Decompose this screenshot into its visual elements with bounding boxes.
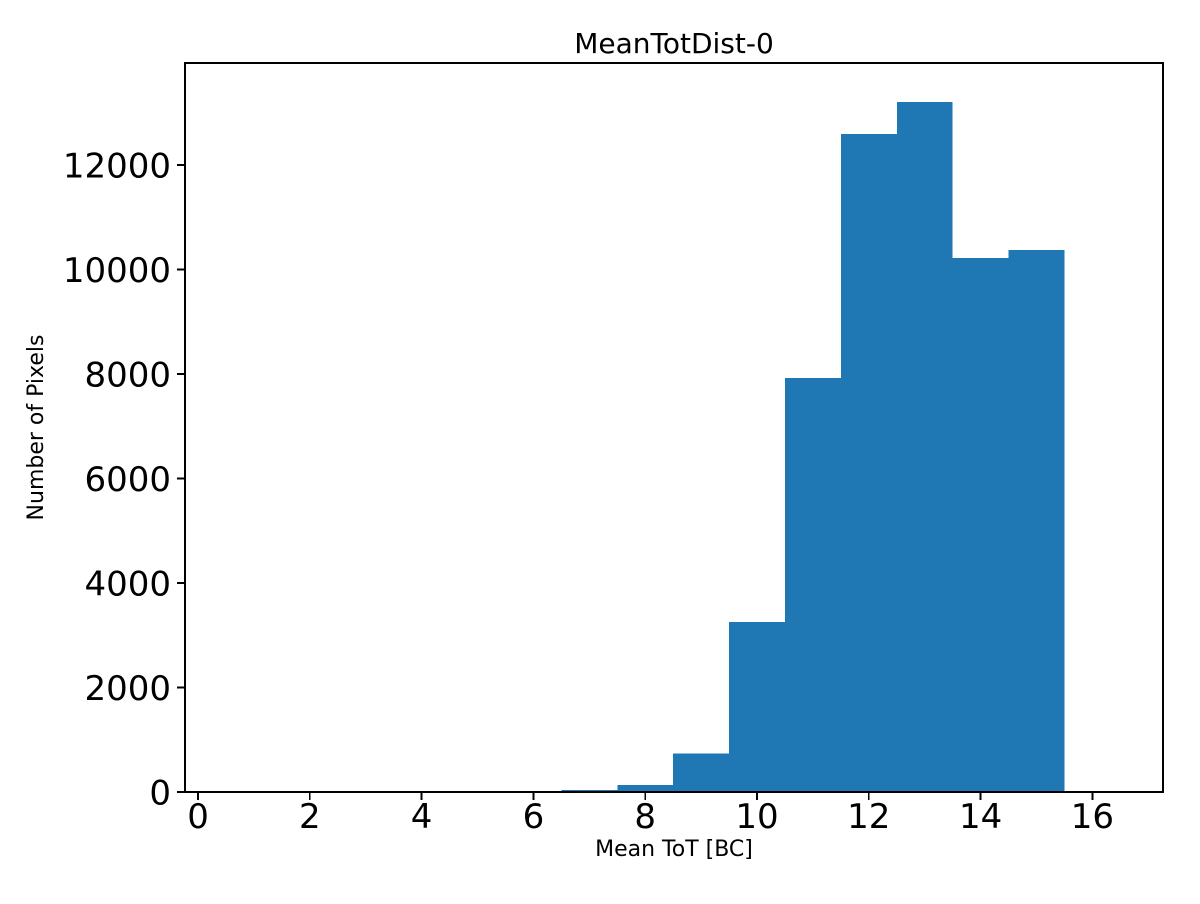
x-tick-label-4: 8: [634, 797, 656, 837]
y-tick-label-3: 6000: [84, 460, 171, 500]
y-tick-label-0: 0: [149, 774, 171, 814]
x-tick-label-5: 10: [735, 797, 778, 837]
x-tick-label-0: 0: [187, 797, 209, 837]
x-tick-label-3: 6: [523, 797, 545, 837]
histogram-bar-6: [896, 102, 953, 792]
histogram-bar-3: [729, 622, 785, 792]
y-tick-label-6: 12000: [63, 146, 171, 186]
histogram-bar-2: [673, 753, 730, 792]
y-tick-label-2: 4000: [84, 564, 171, 604]
histogram-bar-0: [561, 789, 618, 792]
chart-title: MeanTotDist-0: [574, 27, 774, 60]
y-axis: 0 2000 4000 6000 8000 10000 12000: [63, 146, 185, 814]
histogram-bar-4: [784, 378, 841, 792]
histogram-bar-1: [617, 785, 674, 792]
x-tick-label-2: 4: [411, 797, 433, 837]
histogram-bar-7: [952, 257, 1009, 792]
histogram-bar-8: [1008, 250, 1065, 792]
y-tick-label-4: 8000: [84, 355, 171, 395]
x-axis-label: Mean ToT [BC]: [595, 837, 753, 862]
y-tick-label-1: 2000: [84, 669, 171, 709]
x-tick-label-8: 16: [1071, 797, 1114, 837]
histogram-bar-5: [840, 134, 897, 792]
y-tick-label-5: 10000: [63, 251, 171, 291]
x-tick-label-7: 14: [959, 797, 1002, 837]
x-tick-label-1: 2: [299, 797, 321, 837]
plot-area-spines: [184, 62, 1164, 793]
x-axis: 0 2 4 6 8 10 12 14 16: [187, 792, 1114, 837]
x-tick-label-6: 12: [847, 797, 890, 837]
y-axis-label: Number of Pixels: [24, 335, 49, 521]
histogram-bars: [561, 102, 1065, 792]
